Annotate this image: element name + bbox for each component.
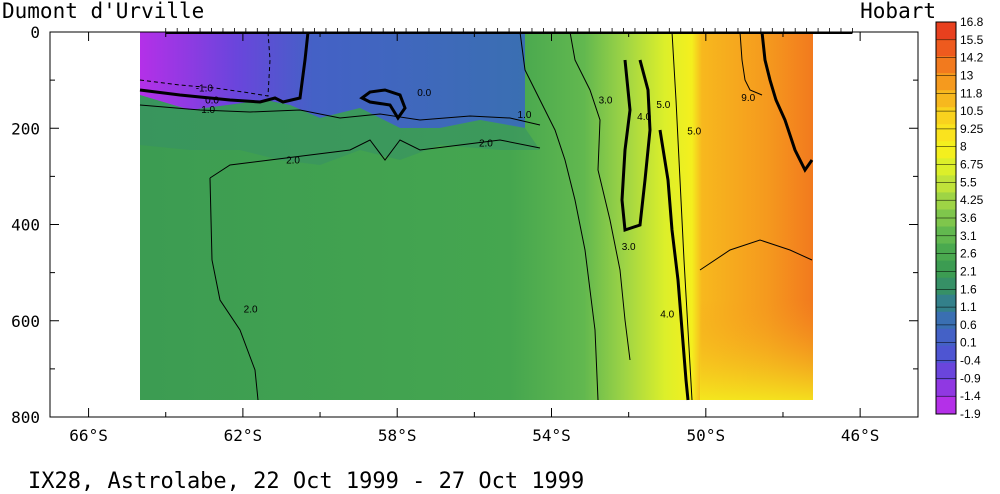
colorbar-swatch xyxy=(936,141,956,159)
colorbar-label: -0.9 xyxy=(960,371,981,385)
colorbar-swatch xyxy=(936,311,956,330)
contour-label: 2.0 xyxy=(286,156,300,167)
y-tick-label: 200 xyxy=(11,119,40,138)
contour-label: 9.0 xyxy=(741,93,755,104)
colorbar-label: 6.75 xyxy=(960,158,984,172)
contour-line xyxy=(209,177,259,401)
contour-label: 4.0 xyxy=(660,310,674,321)
colorbar-label: -1.4 xyxy=(960,389,981,403)
colorbar-swatch xyxy=(936,226,956,245)
contour-line xyxy=(699,239,813,271)
colorbar-swatch xyxy=(936,294,956,313)
contour-line xyxy=(620,59,652,233)
colorbar-label: 14.2 xyxy=(960,51,984,65)
colorbar-swatch xyxy=(936,158,956,176)
y-axis: 0 200 400 600 800 xyxy=(11,23,918,427)
cold-surface-water xyxy=(140,32,525,128)
contour-labels: -1.00.00.01.0 1.02.02.02.03.03.04.04.05.0… xyxy=(196,83,756,320)
colorbar-label: -0.4 xyxy=(960,354,981,368)
colorbar-swatch xyxy=(936,175,956,193)
colorbar-label: 1.1 xyxy=(960,300,977,314)
colorbar-label: 9.25 xyxy=(960,122,984,136)
colorbar-label: 10.5 xyxy=(960,104,984,118)
x-tick-label: 66°S xyxy=(69,426,108,445)
y-tick-label: 0 xyxy=(30,23,40,42)
contour-line xyxy=(760,31,814,173)
colorbar-label: 2.6 xyxy=(960,247,977,261)
contour-line xyxy=(658,129,690,401)
colorbar: 16.8 15.5 14.2 13 11.8 10.5 9.25 8 6.75 5.5 4.25 3.… xyxy=(935,15,984,421)
x-tick-label: 58°S xyxy=(378,426,417,445)
colorbar-swatch xyxy=(936,192,956,210)
colorbar-swatch xyxy=(936,107,956,125)
colorbar-label: 13 xyxy=(960,68,974,82)
colorbar-swatch xyxy=(936,362,956,381)
contour-lines xyxy=(139,31,814,401)
colorbar-swatch xyxy=(936,379,956,398)
contour-label: 2.0 xyxy=(244,305,258,316)
contour-label: 5.0 xyxy=(687,127,701,138)
colorbar-label: 8 xyxy=(960,140,967,154)
colorbar-swatch xyxy=(936,277,956,296)
temperature-field xyxy=(140,32,813,400)
colorbar-label: 1.6 xyxy=(960,282,977,296)
chart-title: IX28, Astrolabe, 22 Oct 1999 - 27 Oct 19… xyxy=(28,469,584,494)
colorbar-swatch xyxy=(936,396,956,415)
x-axis: 66°S 62°S 58°S 54°S 50°S 46°S xyxy=(69,32,879,445)
contour-line xyxy=(209,139,541,179)
colorbar-swatch xyxy=(936,39,956,57)
colorbar-label: 3.6 xyxy=(960,211,977,225)
y-tick-label: 400 xyxy=(11,216,40,235)
colorbar-swatch xyxy=(936,260,956,279)
colorbar-swatch xyxy=(936,90,956,108)
colorbar-swatch xyxy=(936,345,956,364)
contour-label: -1.0 xyxy=(196,83,214,94)
warm-deep-water xyxy=(700,300,813,400)
contour-label: 0.0 xyxy=(417,88,431,99)
colorbar-swatch xyxy=(936,243,956,262)
subsurface-transition xyxy=(140,95,540,165)
contour-label: 0.0 xyxy=(205,95,219,106)
contour-line xyxy=(519,31,599,401)
colorbar-swatch xyxy=(936,328,956,347)
colorbar-swatch xyxy=(936,73,956,91)
colorbar-label: 0.1 xyxy=(960,336,977,350)
contour-label: 1.0 xyxy=(518,110,532,121)
contour-label: 3.0 xyxy=(622,242,636,253)
colorbar-swatch xyxy=(936,124,956,142)
contour-line xyxy=(671,31,693,401)
contour-line xyxy=(739,31,763,96)
colorbar-label: 15.5 xyxy=(960,33,984,47)
colorbar-label: -1.9 xyxy=(960,407,981,421)
colorbar-label: 11.8 xyxy=(960,86,983,100)
colorbar-swatch xyxy=(936,56,956,74)
colorbar-label: 16.8 xyxy=(960,15,984,29)
x-tick-label: 62°S xyxy=(224,426,263,445)
contour-label: 3.0 xyxy=(599,95,613,106)
x-tick-label: 54°S xyxy=(532,426,571,445)
y-tick-label: 600 xyxy=(11,312,40,331)
contour-label: 4.0 xyxy=(637,112,651,123)
contour-line xyxy=(569,31,631,361)
colorbar-label: 5.5 xyxy=(960,175,977,189)
contour-label: 1.0 xyxy=(201,105,215,116)
contour-line xyxy=(139,104,541,126)
left-station-label: Dumont d'Urville xyxy=(2,0,204,23)
contour-label: 2.0 xyxy=(479,139,493,150)
colorbar-label: 4.25 xyxy=(960,193,984,207)
colorbar-label: 0.6 xyxy=(960,318,977,332)
colorbar-label: 3.1 xyxy=(960,229,977,243)
contour-line xyxy=(139,31,310,104)
colorbar-label: 2.1 xyxy=(960,264,977,278)
contour-line xyxy=(359,88,407,121)
x-tick-label: 50°S xyxy=(687,426,726,445)
y-tick-label: 800 xyxy=(11,408,40,427)
right-station-label: Hobart xyxy=(860,0,936,23)
contour-label: 5.0 xyxy=(656,100,670,111)
colorbar-swatch xyxy=(936,22,956,40)
x-tick-label: 46°S xyxy=(841,426,880,445)
